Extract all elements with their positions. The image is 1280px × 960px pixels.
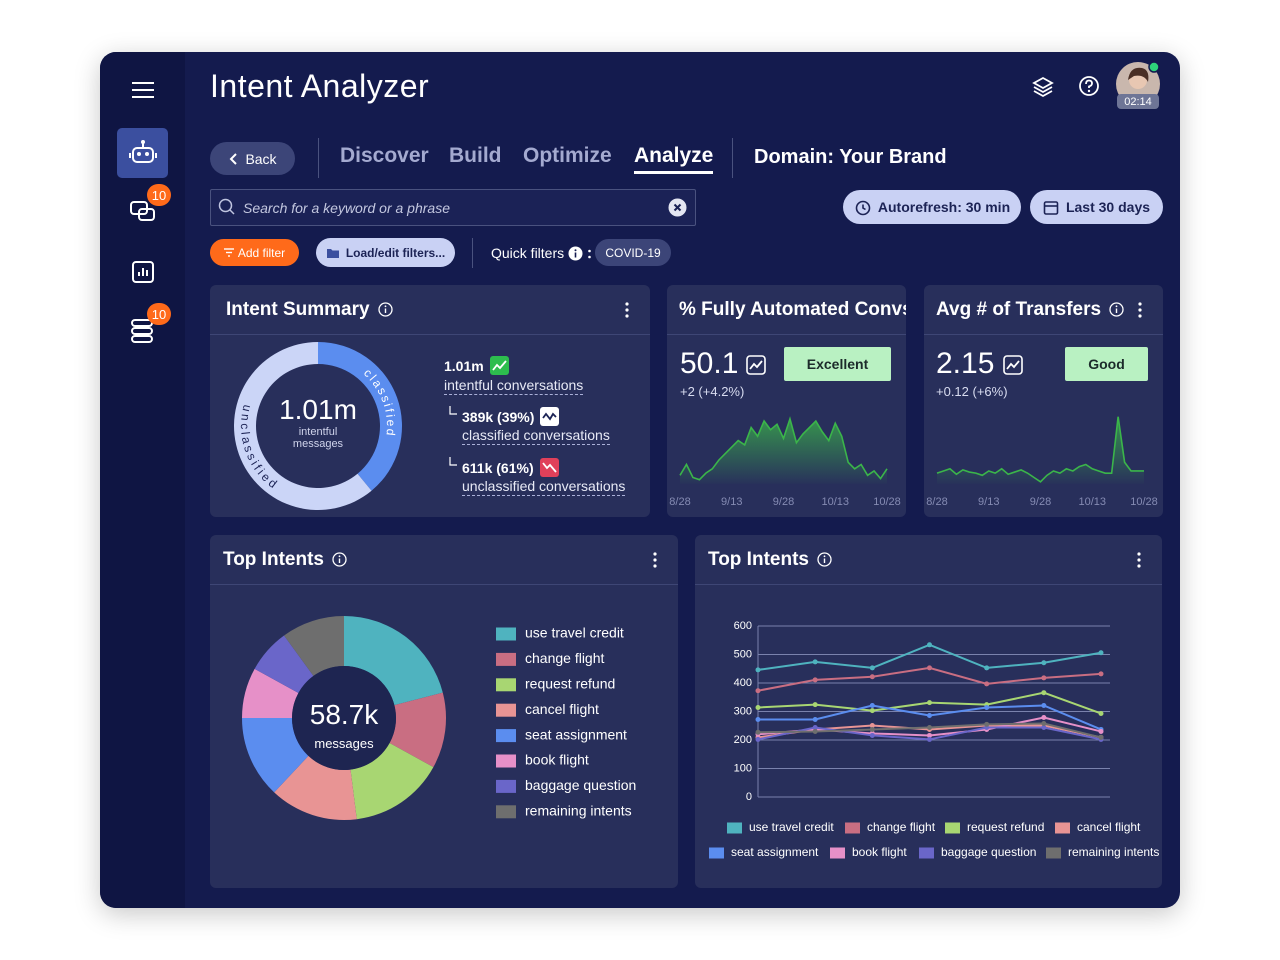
donut-center-value: 1.01m <box>279 394 357 425</box>
kpi-change: +0.12 (+6%) <box>936 384 1008 399</box>
info-icon[interactable] <box>568 246 583 261</box>
card-header: Top Intents <box>695 535 1162 585</box>
card-title: Top Intents <box>708 548 809 570</box>
back-label: Back <box>245 150 277 167</box>
stat-label: classified conversations <box>462 427 610 445</box>
tree-connector <box>449 457 457 466</box>
pie-center-value: 58.7k <box>309 699 379 730</box>
chat-icon[interactable] <box>129 199 157 227</box>
back-arrow <box>230 152 238 165</box>
info-icon[interactable] <box>332 552 347 567</box>
add-filter-label: Add filter <box>237 245 286 260</box>
search-placeholder: Search for a keyword or a phrase <box>243 200 450 216</box>
autorefresh-button[interactable]: Autorefresh: 30 min <box>843 190 1021 224</box>
autorefresh-label: Autorefresh: 30 min <box>877 199 1011 215</box>
stat-value: 1.01m <box>444 356 509 375</box>
top-intents-line-card: Top Intents <box>695 535 1162 888</box>
pie-center-label: messages <box>314 736 374 751</box>
card-header: Intent Summary <box>210 285 650 335</box>
kpi-value: 2.15 <box>936 347 995 380</box>
load-filters-label: Load/edit filters... <box>345 245 446 260</box>
tab[interactable]: Analyze <box>634 144 714 174</box>
top-intents-pie-card: Top Intents <box>210 535 678 888</box>
tab[interactable]: Build <box>449 144 502 167</box>
menu-icon[interactable] <box>130 80 156 100</box>
kpi-change: +2 (+4.2%) <box>680 384 745 399</box>
calendar-icon <box>1043 201 1059 215</box>
trend-flat-icon <box>540 407 560 426</box>
automation-card: % Fully Automated Convs <box>667 285 906 517</box>
donut-center-label: intentful messages <box>292 426 344 450</box>
domain-label: Domain: Your Brand <box>754 146 947 168</box>
stat-text: 389k (39%) <box>462 408 535 425</box>
add-filter-button[interactable]: Add filter <box>210 239 299 266</box>
filter-icon <box>223 248 234 257</box>
settings-icon[interactable] <box>129 318 157 344</box>
search-icon <box>218 198 235 215</box>
badge: 10 <box>147 184 171 206</box>
folder-icon <box>326 248 339 258</box>
info-icon[interactable] <box>1109 302 1124 317</box>
stat-value: 611k (61%) <box>462 458 559 477</box>
card-menu[interactable] <box>624 302 630 318</box>
card-title: % Fully Automated Convs <box>679 298 906 320</box>
transfers-card: Avg # of Transfers <box>924 285 1163 517</box>
quick-filters-label: Quick filters <box>491 245 565 261</box>
card-header: % Fully Automated Convs <box>667 285 906 335</box>
stat-value: 389k (39%) <box>462 407 560 426</box>
date-range-button[interactable]: Last 30 days <box>1030 190 1163 224</box>
back-button[interactable]: Back <box>210 142 295 175</box>
badge: 10 <box>147 303 171 325</box>
tab[interactable]: Optimize <box>523 144 612 167</box>
stat-label: unclassified conversations <box>462 478 626 496</box>
divider <box>732 138 733 178</box>
stat-label: intentful conversations <box>444 377 584 395</box>
tree-connector <box>449 406 457 415</box>
bot-nav[interactable] <box>117 128 168 178</box>
card-title: Intent Summary <box>226 298 370 320</box>
tab[interactable]: Discover <box>340 144 429 167</box>
trend-down-icon <box>539 458 559 477</box>
card-header: Top Intents <box>210 535 678 585</box>
rating-badge: Excellent <box>784 347 891 381</box>
date-range-label: Last 30 days <box>1065 199 1151 215</box>
colon <box>588 249 591 259</box>
info-icon[interactable] <box>377 302 393 317</box>
card-title: Avg # of Transfers <box>936 298 1102 320</box>
layers-icon[interactable] <box>1031 75 1055 99</box>
card-menu[interactable] <box>652 552 658 568</box>
stat-text: 611k (61%) <box>462 459 534 476</box>
card-title: Top Intents <box>223 548 324 570</box>
app-title: Intent Analyzer <box>210 68 430 104</box>
quick-filters: Quick filters <box>491 245 592 261</box>
trend-up-icon <box>1003 355 1023 375</box>
card-header: Avg # of Transfers <box>924 285 1163 335</box>
trend-up-icon <box>489 356 509 375</box>
sidebar <box>100 52 185 908</box>
search-box[interactable] <box>210 189 696 226</box>
card-menu[interactable] <box>1137 302 1143 318</box>
timer: 02:14 <box>1117 94 1159 109</box>
history-icon <box>855 200 871 215</box>
info-icon[interactable] <box>817 552 832 567</box>
card-menu[interactable] <box>1136 552 1142 568</box>
divider <box>472 238 473 268</box>
reports-icon[interactable] <box>130 259 156 285</box>
rating-badge: Good <box>1065 347 1148 381</box>
clear-search[interactable] <box>668 198 687 217</box>
stat-text: 1.01m <box>444 357 484 374</box>
kpi-value: 50.1 <box>680 347 739 380</box>
divider <box>318 138 319 178</box>
bot-icon <box>129 140 157 163</box>
filter-chip[interactable]: COVID-19 <box>595 239 671 266</box>
help-icon[interactable] <box>1078 75 1100 97</box>
load-filters-button[interactable]: Load/edit filters... <box>316 238 455 267</box>
trend-up-icon <box>746 355 766 375</box>
